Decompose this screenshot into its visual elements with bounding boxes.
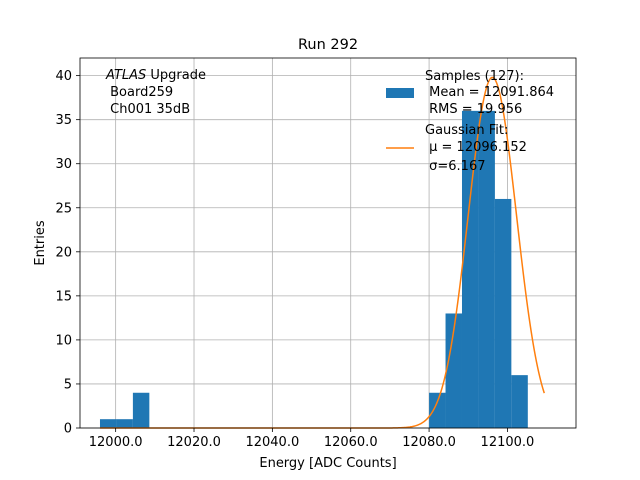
atlas-annotation: ATLAS Upgrade Board259 Ch001 35dB xyxy=(105,68,206,117)
legend-fit-line-3: σ=6.167 xyxy=(425,159,485,174)
legend-fit-line-1: Gaussian Fit: xyxy=(425,123,508,138)
annotation-line-1: ATLAS Upgrade xyxy=(105,68,206,83)
chart-title: Run 292 xyxy=(298,37,358,53)
histogram-bar xyxy=(461,110,479,428)
legend-histogram-line-2: Mean = 12091.864 xyxy=(425,85,554,100)
x-tick-label: 12000.0 xyxy=(89,435,143,450)
y-tick-label: 25 xyxy=(55,201,72,216)
y-tick-label: 0 xyxy=(64,422,72,437)
histogram-bar xyxy=(429,392,446,428)
y-tick-label: 35 xyxy=(55,113,72,128)
annotation-atlas: ATLAS xyxy=(105,68,146,83)
legend: Samples (127): Mean = 12091.864 RMS = 19… xyxy=(386,69,554,174)
y-axis-ticks: 0 5 10 15 20 25 30 35 40 xyxy=(55,69,80,437)
histogram-bar xyxy=(132,392,150,428)
histogram-bar xyxy=(116,419,133,428)
histogram-bar xyxy=(494,198,512,428)
legend-fit-line-2: μ = 12096.152 xyxy=(425,140,527,155)
histogram-bars xyxy=(99,110,528,428)
histogram-bar xyxy=(478,110,495,428)
x-tick-label: 12080.0 xyxy=(402,435,456,450)
y-tick-label: 20 xyxy=(55,245,72,260)
x-tick-label: 12020.0 xyxy=(167,435,221,450)
x-tick-label: 12040.0 xyxy=(245,435,299,450)
histogram-bar xyxy=(511,375,528,428)
annotation-line-2: Board259 xyxy=(106,85,173,100)
y-tick-label: 10 xyxy=(55,333,72,348)
legend-histogram-line-3: RMS = 19.956 xyxy=(425,102,522,117)
legend-histogram-line-1: Samples (127): xyxy=(425,69,524,84)
y-tick-label: 30 xyxy=(55,157,72,172)
y-tick-label: 40 xyxy=(55,69,72,84)
annotation-line-3: Ch001 35dB xyxy=(106,102,190,117)
y-axis-label: Entries xyxy=(33,220,48,266)
legend-histogram-swatch xyxy=(386,88,414,98)
x-axis-ticks: 12000.0 12020.0 12040.0 12060.0 12080.0 12100… xyxy=(89,428,535,450)
y-tick-label: 15 xyxy=(55,289,72,304)
y-tick-label: 5 xyxy=(64,377,72,392)
x-tick-label: 12100.0 xyxy=(481,435,535,450)
annotation-upgrade: Upgrade xyxy=(146,68,206,83)
histogram-bar xyxy=(445,313,462,428)
plot-frame xyxy=(79,57,577,429)
x-tick-label: 12060.0 xyxy=(324,435,378,450)
x-axis-label: Energy [ADC Counts] xyxy=(259,456,396,471)
histogram-bar xyxy=(99,419,117,428)
